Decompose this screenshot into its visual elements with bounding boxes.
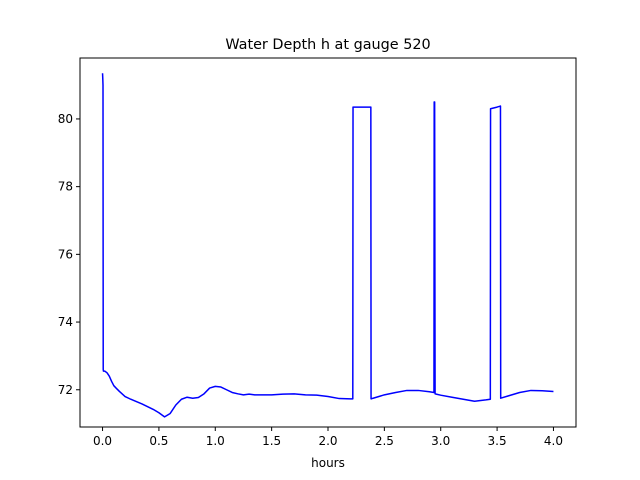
y-tick-label: 78 — [58, 180, 73, 194]
x-tick-label: 2.5 — [375, 434, 394, 448]
y-tick-label: 74 — [58, 315, 73, 329]
x-tick-label: 0.0 — [93, 434, 112, 448]
y-tick-label: 76 — [58, 247, 73, 261]
x-tick-label: 1.0 — [206, 434, 225, 448]
series-line-0 — [101, 73, 554, 418]
chart-title: Water Depth h at gauge 520 — [225, 37, 430, 53]
y-tick-label: 72 — [58, 383, 73, 397]
x-tick-label: 3.0 — [431, 434, 450, 448]
x-tick-label: 1.5 — [262, 434, 281, 448]
x-axis-ticks: 0.0 0.5 1.0 1.5 2.0 2.5 3.0 3.5 4.0 — [93, 427, 563, 448]
y-tick-label: 80 — [58, 112, 73, 126]
x-axis-label: hours — [311, 456, 345, 470]
x-tick-label: 4.0 — [544, 434, 563, 448]
x-tick-label: 0.5 — [149, 434, 168, 448]
y-axis-ticks: 72 74 76 78 80 — [58, 112, 80, 397]
x-tick-label: 3.5 — [488, 434, 507, 448]
x-tick-label: 2.0 — [318, 434, 337, 448]
